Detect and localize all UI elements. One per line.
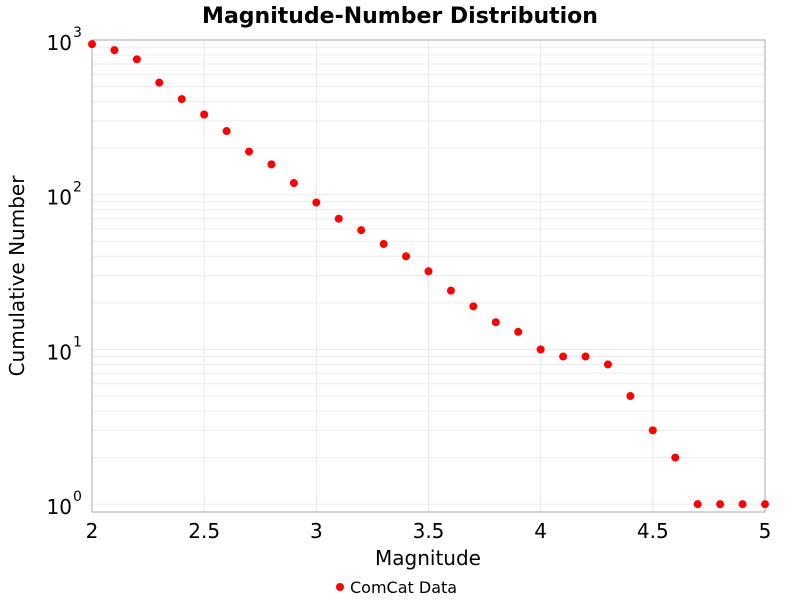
legend-label: ComCat Data <box>350 578 457 597</box>
data-point <box>155 78 164 87</box>
data-point <box>110 46 119 55</box>
data-point <box>177 95 186 104</box>
y-tick-label: 10 <box>47 31 72 55</box>
data-point <box>693 500 702 509</box>
x-tick-label: 5 <box>759 519 772 543</box>
series-comcat-data <box>88 40 769 509</box>
data-point <box>446 286 455 295</box>
data-point <box>469 302 478 311</box>
y-tick-exponent: 3 <box>73 25 82 41</box>
x-tick-label: 2.5 <box>188 519 220 543</box>
chart-title: Magnitude-Number Distribution <box>202 4 598 29</box>
data-point <box>716 500 725 509</box>
y-tick-label: 10 <box>47 340 72 364</box>
data-point <box>514 327 523 336</box>
data-point <box>738 500 747 509</box>
grid <box>91 40 766 512</box>
data-point <box>379 240 388 249</box>
data-point <box>222 127 231 136</box>
x-tick-label: 2 <box>86 519 99 543</box>
plot-frame <box>91 39 766 513</box>
x-tick-label: 3.5 <box>413 519 445 543</box>
data-point <box>334 214 343 223</box>
legend-marker <box>336 583 344 591</box>
data-point <box>267 160 276 169</box>
data-point <box>671 453 680 462</box>
data-point <box>402 252 411 261</box>
x-tick-label: 4 <box>534 519 547 543</box>
data-point <box>200 110 209 119</box>
data-point <box>761 500 769 509</box>
legend: ComCat Data <box>336 578 457 597</box>
data-point <box>88 40 96 49</box>
y-tick-label: 10 <box>47 186 72 210</box>
data-point <box>648 426 657 435</box>
data-point <box>603 360 612 369</box>
data-point <box>245 147 254 156</box>
data-point <box>536 345 545 354</box>
y-axis-label: Cumulative Number <box>5 175 29 377</box>
x-tick-label: 3 <box>310 519 323 543</box>
data-point <box>626 392 635 401</box>
data-point <box>491 318 500 327</box>
x-axis-ticks: 2 2.5 3 3.5 4 4.5 5 <box>86 519 772 543</box>
data-point <box>312 198 321 207</box>
y-tick-exponent: 2 <box>73 180 82 196</box>
data-point <box>581 352 590 361</box>
x-tick-label: 4.5 <box>637 519 669 543</box>
data-point <box>357 226 366 235</box>
data-point <box>289 179 298 188</box>
x-axis-label: Magnitude <box>375 546 481 570</box>
data-point <box>559 352 568 361</box>
data-point <box>424 267 433 276</box>
y-tick-exponent: 0 <box>73 489 82 505</box>
y-tick-exponent: 1 <box>73 334 82 350</box>
data-point <box>132 55 141 64</box>
y-tick-label: 10 <box>47 495 72 519</box>
